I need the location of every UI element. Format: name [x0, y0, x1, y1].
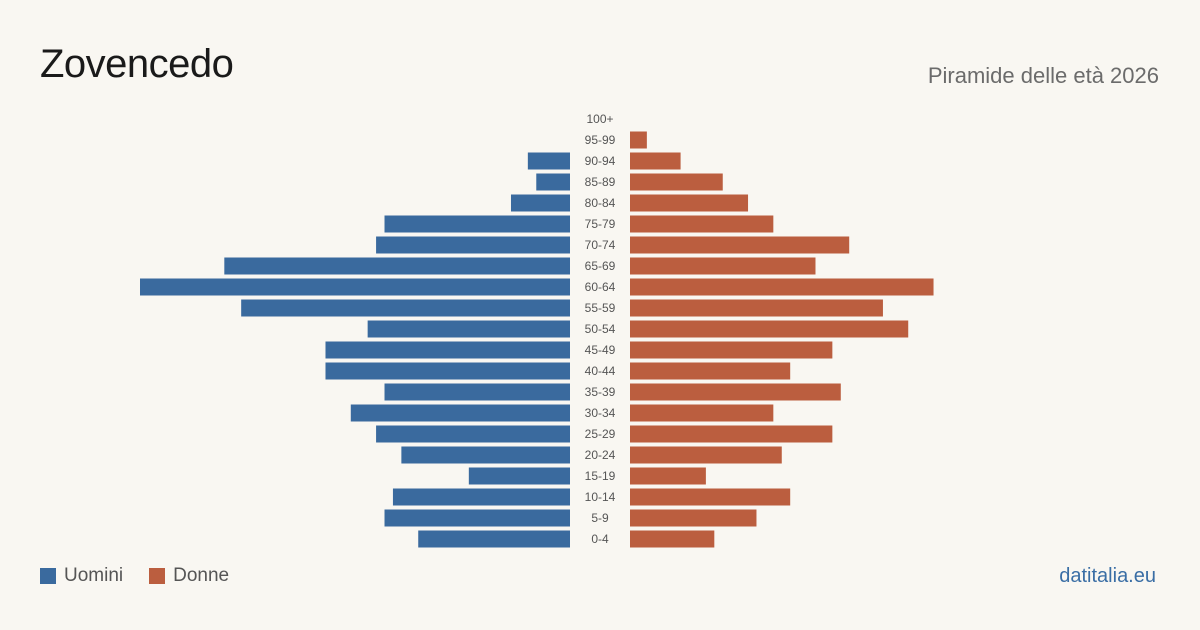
bar-men-45-49	[325, 341, 570, 359]
bar-women-55-59	[630, 299, 883, 317]
bar-women-45-49	[630, 341, 833, 359]
age-label-5-9: 5-9	[591, 511, 609, 525]
bar-men-85-89	[536, 173, 570, 191]
bar-men-30-34	[350, 404, 570, 422]
age-label-50-54: 50-54	[585, 322, 616, 336]
bar-men-35-39	[384, 383, 570, 401]
bar-women-35-39	[630, 383, 841, 401]
age-label-55-59: 55-59	[585, 301, 616, 315]
age-label-85-89: 85-89	[585, 175, 616, 189]
bar-women-60-64	[630, 278, 934, 296]
source-link[interactable]: datitalia.eu	[1059, 565, 1156, 587]
legend-label-women: Donne	[173, 565, 230, 586]
bar-women-10-14	[630, 488, 791, 506]
legend-label-men: Uomini	[64, 565, 124, 586]
bar-men-80-84	[510, 194, 570, 212]
bar-men-90-94	[527, 152, 570, 170]
age-label-15-19: 15-19	[585, 469, 616, 483]
bar-women-20-24	[630, 446, 782, 464]
bar-men-55-59	[241, 299, 571, 317]
bar-women-75-79	[630, 215, 774, 233]
age-label-0-4: 0-4	[591, 532, 609, 546]
bar-men-25-29	[376, 425, 570, 443]
bar-women-70-74	[630, 236, 850, 254]
bar-men-20-24	[401, 446, 570, 464]
bar-men-75-79	[384, 215, 570, 233]
bar-men-70-74	[376, 236, 570, 254]
bar-women-85-89	[630, 173, 723, 191]
age-label-40-44: 40-44	[585, 364, 616, 378]
bar-women-95-99	[630, 131, 647, 149]
age-label-70-74: 70-74	[585, 238, 616, 252]
bar-men-15-19	[468, 467, 570, 485]
bar-women-25-29	[630, 425, 833, 443]
bar-men-60-64	[140, 278, 570, 296]
age-label-75-79: 75-79	[585, 217, 616, 231]
age-label-80-84: 80-84	[585, 196, 616, 210]
bar-women-50-54	[630, 320, 909, 338]
bar-men-0-4	[418, 530, 570, 548]
age-label-20-24: 20-24	[585, 448, 616, 462]
chart-title: Zovencedo	[40, 42, 234, 86]
bar-women-30-34	[630, 404, 774, 422]
age-label-60-64: 60-64	[585, 280, 616, 294]
bar-women-40-44	[630, 362, 791, 380]
legend-item-women: Donne	[149, 565, 229, 587]
bar-women-5-9	[630, 509, 757, 527]
age-label-25-29: 25-29	[585, 427, 616, 441]
bar-women-80-84	[630, 194, 749, 212]
age-label-45-49: 45-49	[585, 343, 616, 357]
age-label-65-69: 65-69	[585, 259, 616, 273]
bar-men-65-69	[224, 257, 570, 275]
chart-subtitle: Piramide delle età 2026	[927, 63, 1159, 88]
bar-women-0-4	[630, 530, 715, 548]
age-label-10-14: 10-14	[585, 490, 616, 504]
bar-men-10-14	[392, 488, 570, 506]
age-label-35-39: 35-39	[585, 385, 616, 399]
legend-swatch-women	[149, 568, 166, 584]
legend-item-men: Uomini	[40, 565, 123, 587]
bar-men-50-54	[367, 320, 570, 338]
bar-men-40-44	[325, 362, 570, 380]
bar-women-15-19	[630, 467, 706, 485]
legend: Uomini Donne	[40, 565, 255, 587]
bar-women-90-94	[630, 152, 681, 170]
legend-swatch-men	[40, 568, 56, 584]
bar-men-5-9	[384, 509, 570, 527]
age-label-30-34: 30-34	[585, 406, 616, 420]
age-label-90-94: 90-94	[585, 154, 616, 168]
age-label-100+: 100+	[586, 112, 613, 126]
bar-women-65-69	[630, 257, 816, 275]
age-label-95-99: 95-99	[585, 133, 616, 147]
